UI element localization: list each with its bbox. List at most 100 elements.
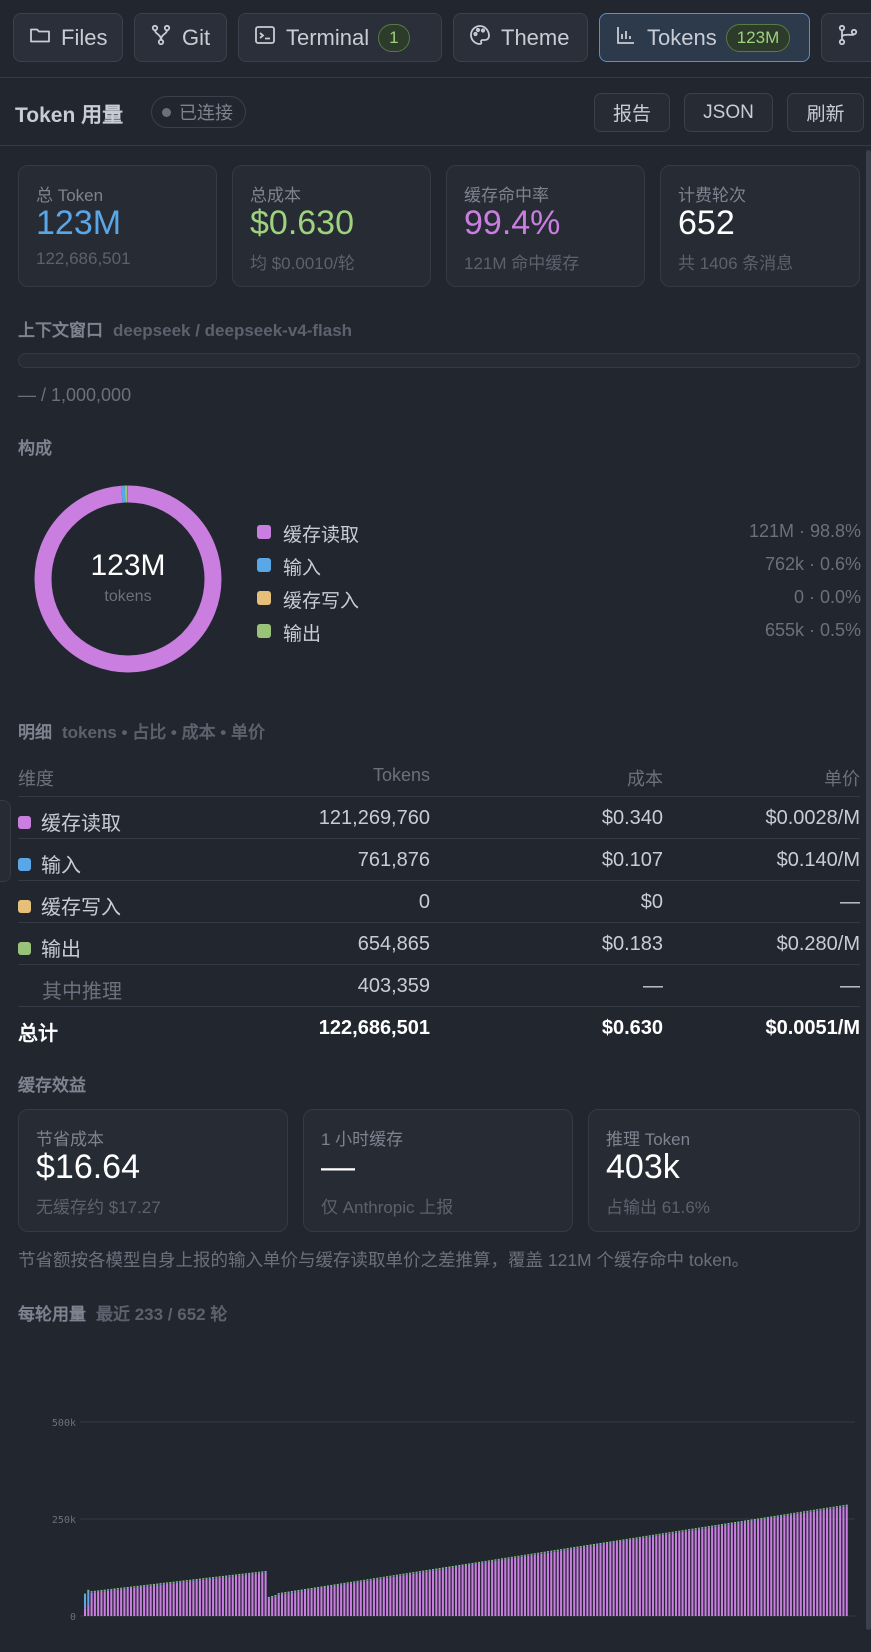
chart-bar-segment	[264, 1570, 267, 1572]
chart-bar-segment	[208, 1577, 211, 1579]
chart-bar-segment	[786, 1514, 789, 1516]
chart-bar-segment	[422, 1570, 425, 1572]
table-row: 缓存读取 121,269,760 $0.340 $0.0028/M	[18, 797, 860, 839]
panel-header: Token 用量 已连接 报告 JSON 刷新	[0, 78, 871, 146]
chart-bar-segment	[221, 1575, 224, 1577]
tab-files[interactable]: Files	[13, 13, 123, 62]
chart-bar-segment	[162, 1582, 165, 1584]
chart-bar-segment	[235, 1575, 238, 1616]
connection-status-text: 已连接	[179, 103, 233, 123]
chart-bar-segment	[212, 1578, 215, 1579]
chart-bar-segment	[566, 1548, 569, 1550]
chart-bar-segment	[724, 1524, 727, 1526]
chart-bar-segment	[389, 1577, 392, 1616]
side-panel-handle[interactable]	[0, 800, 11, 882]
chart-bar-segment	[556, 1549, 559, 1551]
folder-icon	[28, 23, 52, 53]
chart-bar-segment	[819, 1510, 822, 1616]
chart-bar-segment	[668, 1532, 671, 1534]
chart-bar-segment	[780, 1514, 783, 1516]
chart-bar-segment	[438, 1569, 441, 1570]
chart-bar-segment	[120, 1588, 123, 1590]
chart-bar-segment	[366, 1580, 369, 1581]
context-window-title: 上下文窗口 deepseek / deepseek-v4-flash	[18, 316, 352, 341]
chart-bar-segment	[438, 1568, 441, 1570]
chart-bar-segment	[93, 1591, 96, 1593]
tab-terminal[interactable]: Terminal 1	[238, 13, 442, 62]
total-tokens: 122,686,501	[318, 1017, 430, 1039]
row-cost: $0.340	[601, 807, 663, 829]
chart-bar-segment	[684, 1531, 687, 1616]
card-sub: 122,686,501	[36, 249, 131, 268]
chart-bar-segment	[461, 1564, 464, 1566]
json-button[interactable]: JSON	[684, 93, 773, 132]
chart-bar-segment	[349, 1581, 352, 1583]
chart-bar-segment	[770, 1517, 773, 1518]
tab-git[interactable]: Git	[134, 13, 227, 62]
chart-bar-segment	[697, 1529, 701, 1616]
legend-name: 缓存读取	[283, 525, 360, 546]
refresh-button[interactable]: 刷新	[787, 93, 864, 132]
chart-bar-segment	[629, 1539, 632, 1616]
chart-bar-segment	[215, 1577, 218, 1579]
chart-bar-segment	[665, 1533, 668, 1535]
chart-bar-segment	[432, 1570, 435, 1571]
chart-bar-segment	[159, 1584, 162, 1616]
terminal-icon	[253, 23, 277, 53]
chart-bar-segment	[612, 1540, 615, 1542]
chart-bar-segment	[392, 1576, 395, 1616]
savings-card: 节省成本 $16.64 无缓存约 $17.27	[18, 1109, 288, 1232]
y-tick-label: 500k	[52, 1418, 76, 1429]
chart-bar-segment	[251, 1572, 254, 1574]
cache-benefit-note: 节省额按各模型自身上报的输入单价与缓存读取单价之差推算，覆盖 121M 个缓存命…	[18, 1250, 750, 1270]
tab-git-graph[interactable]	[821, 13, 871, 62]
chart-bar-segment	[464, 1565, 467, 1616]
chart-bar-segment	[789, 1514, 792, 1616]
chart-bar-segment	[740, 1521, 743, 1522]
report-button[interactable]: 报告	[594, 93, 670, 132]
card-label: 计费轮次	[678, 186, 746, 205]
chart-bar-segment	[221, 1577, 224, 1616]
chart-bar-segment	[133, 1587, 136, 1616]
chart-bar-segment	[192, 1579, 195, 1581]
chart-bar-segment	[714, 1526, 717, 1616]
chart-bar-segment	[589, 1546, 592, 1616]
chart-bar-segment	[665, 1534, 668, 1616]
chart-bar-segment	[543, 1552, 546, 1554]
tab-tokens[interactable]: Tokens 123M	[599, 13, 810, 62]
chart-bar-segment	[711, 1527, 714, 1616]
chart-bar-segment	[441, 1568, 444, 1570]
connection-status-badge: 已连接	[151, 96, 246, 128]
scrollbar[interactable]	[866, 150, 871, 1630]
chart-bar-segment	[471, 1564, 474, 1616]
chart-bar-segment	[254, 1573, 257, 1616]
chart-bar-segment	[537, 1554, 540, 1616]
chart-bar-segment	[330, 1584, 333, 1586]
chart-bar-segment	[661, 1534, 664, 1616]
chart-bar-segment	[455, 1565, 458, 1567]
chart-bar-segment	[113, 1588, 116, 1590]
per-round-bar-chart: 0 250k 500k	[52, 1418, 855, 1623]
chart-bar-segment	[674, 1531, 678, 1533]
git-branch-icon	[149, 23, 173, 53]
chart-bar-segment	[136, 1587, 139, 1616]
row-label: 输入	[41, 855, 81, 877]
chart-bar-segment	[106, 1589, 110, 1591]
chart-bar-segment	[241, 1575, 244, 1616]
context-window-label: 上下文窗口	[18, 321, 103, 340]
chart-bar-segment	[533, 1554, 536, 1616]
chart-bar-segment	[389, 1576, 392, 1578]
chart-bar-segment	[392, 1575, 395, 1577]
chart-bar-segment	[156, 1584, 159, 1586]
chart-bar-segment	[711, 1525, 714, 1527]
chart-bar-segment	[497, 1559, 500, 1561]
chart-bar-segment	[445, 1567, 448, 1569]
chart-bar-segment	[839, 1507, 842, 1616]
chart-bar-segment	[477, 1563, 481, 1616]
chart-bar-segment	[333, 1585, 336, 1586]
chart-bar-segment	[763, 1518, 766, 1519]
tab-theme[interactable]: Theme	[453, 13, 588, 62]
chart-bar-segment	[835, 1507, 838, 1616]
card-sub: 占输出 61.6%	[606, 1198, 710, 1217]
page-title: Token 用量	[15, 104, 124, 127]
